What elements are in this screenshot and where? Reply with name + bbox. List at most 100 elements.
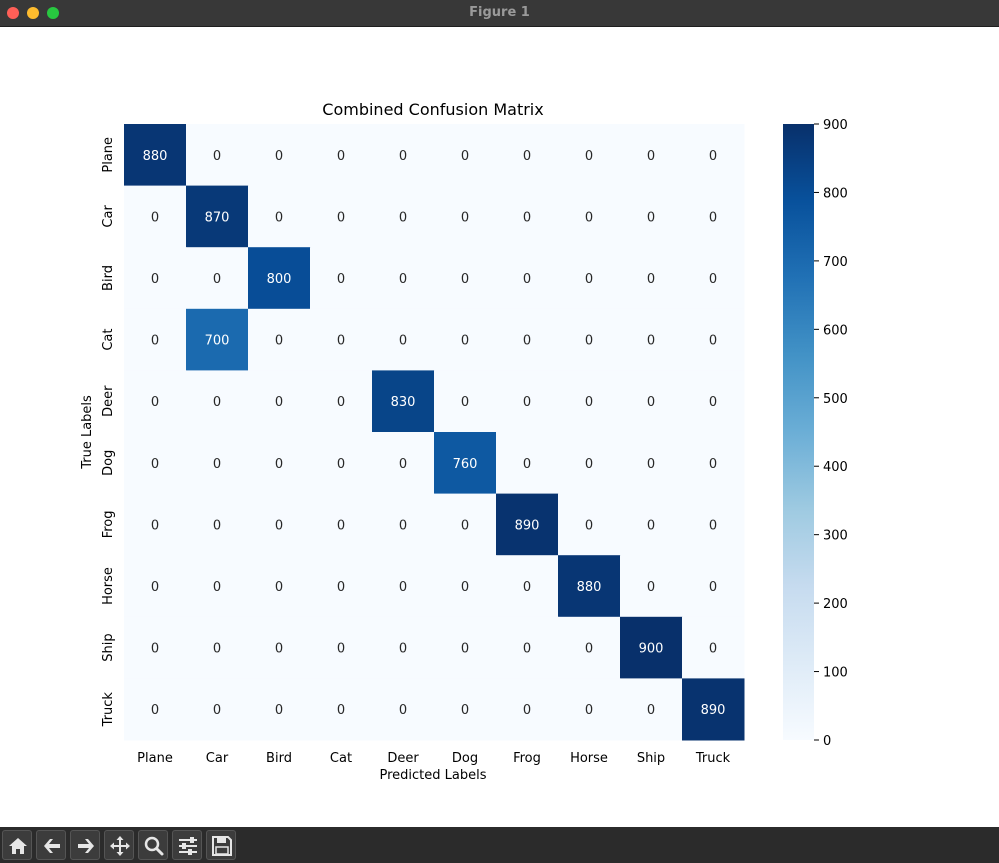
heatmap-cell — [248, 247, 311, 310]
cell-value-label: 0 — [399, 580, 407, 595]
save-button[interactable] — [206, 830, 236, 860]
cell-value-label: 0 — [275, 457, 283, 472]
x-tick-label: Cat — [330, 751, 352, 766]
cell-value-label: 0 — [709, 580, 717, 595]
cell-value-label: 0 — [585, 395, 593, 410]
heatmap-cell — [248, 185, 311, 248]
cell-value-label: 900 — [639, 642, 664, 657]
heatmap-cell — [124, 124, 187, 187]
heatmap-cells — [124, 124, 745, 741]
heatmap-cell — [620, 616, 683, 679]
configure-subplots-button[interactable] — [172, 830, 202, 860]
heatmap-cell — [496, 124, 559, 187]
colorbar-tick-label: 900 — [823, 118, 848, 133]
x-tick-label: Bird — [266, 751, 292, 766]
cell-value-label: 0 — [399, 334, 407, 349]
cell-value-label: 0 — [275, 149, 283, 164]
pan-button[interactable] — [104, 830, 134, 860]
cell-value-label: 0 — [647, 395, 655, 410]
heatmap-cell — [496, 308, 559, 371]
x-tick-labels: Plane Car Bird Cat Deer Dog Frog Horse Ship Truck — [137, 751, 730, 766]
heatmap-cell — [186, 555, 249, 618]
cell-value-label: 0 — [647, 457, 655, 472]
y-tick-label: Deer — [101, 385, 116, 417]
cell-value-label: 0 — [213, 703, 221, 718]
colorbar-tick-label: 100 — [823, 666, 848, 681]
heatmap-cell — [372, 247, 435, 310]
cell-value-label: 0 — [151, 580, 159, 595]
heatmap-cell — [186, 247, 249, 310]
cell-value-label: 0 — [523, 210, 531, 225]
heatmap-cell — [186, 370, 249, 433]
sliders-icon — [179, 837, 197, 855]
heatmap-cell — [682, 370, 745, 433]
heatmap-cell — [186, 678, 249, 741]
cell-value-label: 0 — [213, 642, 221, 657]
cell-value-label: 0 — [399, 642, 407, 657]
cell-value-label: 0 — [523, 149, 531, 164]
cell-value-label: 0 — [585, 518, 593, 533]
cell-value-label: 0 — [461, 395, 469, 410]
cell-value-label: 0 — [151, 642, 159, 657]
heatmap-cell — [248, 493, 311, 556]
heatmap-cell — [620, 308, 683, 371]
heatmap-cell — [496, 678, 559, 741]
heatmap-cell — [558, 308, 621, 371]
maximize-window-button[interactable] — [47, 7, 59, 19]
cell-value-label: 0 — [151, 272, 159, 287]
cell-value-label: 0 — [275, 580, 283, 595]
cell-value-label: 0 — [709, 457, 717, 472]
cell-value-label: 0 — [151, 334, 159, 349]
x-tick-label: Truck — [695, 751, 731, 766]
heatmap-cell — [186, 493, 249, 556]
window-titlebar: Figure 1 — [0, 0, 999, 27]
heatmap-cell — [310, 555, 373, 618]
heatmap-cell — [558, 555, 621, 618]
x-tick-label: Car — [206, 751, 229, 766]
heatmap-cell — [434, 370, 497, 433]
cell-value-label: 0 — [337, 149, 345, 164]
heatmap-cell — [310, 432, 373, 495]
heatmap-cell — [682, 432, 745, 495]
heatmap-cell — [558, 247, 621, 310]
zoom-button[interactable] — [138, 830, 168, 860]
heatmap-cell — [372, 432, 435, 495]
x-tick-label: Deer — [387, 751, 419, 766]
cell-value-label: 890 — [701, 703, 726, 718]
heatmap-cell — [496, 247, 559, 310]
cell-value-label: 0 — [337, 642, 345, 657]
minimize-window-button[interactable] — [27, 7, 39, 19]
heatmap-cell — [310, 247, 373, 310]
magnifier-icon — [144, 836, 164, 856]
cell-value-label: 0 — [399, 703, 407, 718]
heatmap-cell — [124, 555, 187, 618]
arrow-left-icon — [44, 839, 60, 853]
heatmap-cell — [124, 185, 187, 248]
close-window-button[interactable] — [7, 7, 19, 19]
heatmap-cell — [248, 432, 311, 495]
heatmap-cell — [372, 308, 435, 371]
heatmap-cell — [434, 124, 497, 187]
cell-value-label: 0 — [709, 272, 717, 287]
heatmap-cell — [558, 493, 621, 556]
heatmap-cell — [372, 555, 435, 618]
heatmap-cell — [372, 370, 435, 433]
back-button[interactable] — [36, 830, 66, 860]
cell-value-label: 0 — [213, 395, 221, 410]
forward-button[interactable] — [70, 830, 100, 860]
cell-value-label: 0 — [647, 272, 655, 287]
home-button[interactable] — [2, 830, 32, 860]
heatmap-cell — [434, 247, 497, 310]
y-tick-label: Plane — [101, 137, 116, 173]
heatmap-cell — [248, 370, 311, 433]
cell-value-label: 0 — [151, 210, 159, 225]
cell-value-label: 0 — [523, 580, 531, 595]
window-title: Figure 1 — [469, 5, 530, 20]
cell-value-label: 0 — [585, 457, 593, 472]
cell-value-label: 0 — [213, 149, 221, 164]
cell-value-label: 0 — [275, 518, 283, 533]
cell-value-label: 880 — [577, 580, 602, 595]
heatmap-cell — [372, 493, 435, 556]
colorbar-tick-label: 500 — [823, 392, 848, 407]
cell-value-label: 0 — [337, 210, 345, 225]
